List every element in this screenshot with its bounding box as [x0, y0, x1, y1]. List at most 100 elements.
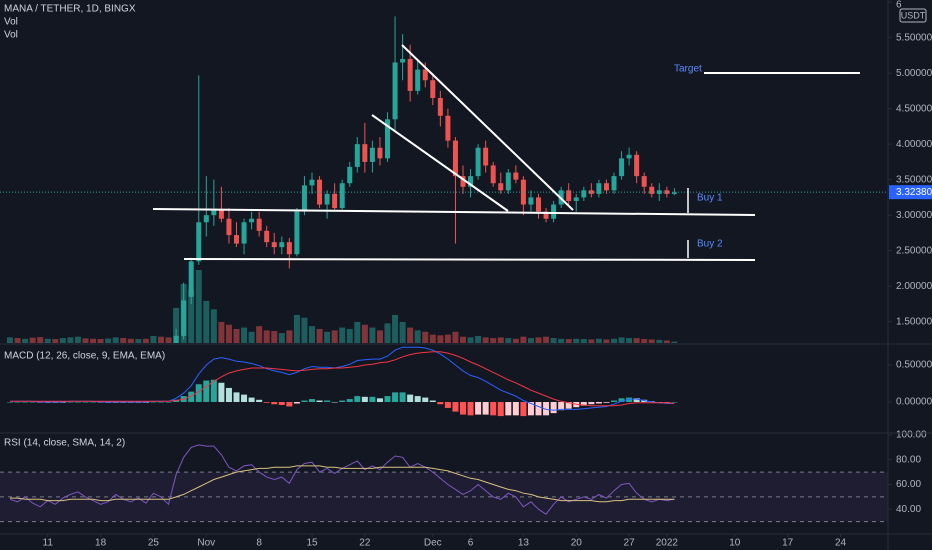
candle-body — [203, 215, 209, 223]
volume-bar — [641, 339, 648, 343]
volume-bar — [482, 337, 489, 343]
volume-bar — [225, 324, 232, 343]
volume-bar — [460, 336, 466, 343]
volume-bar — [7, 337, 13, 343]
candle-body — [460, 176, 466, 187]
candle-body — [392, 62, 398, 120]
candle-body — [656, 190, 662, 194]
histogram-bar — [535, 402, 542, 416]
candle-body — [641, 176, 647, 187]
candle-body — [271, 242, 277, 248]
histogram-bar — [414, 396, 421, 403]
x-tick-label: 2022 — [656, 538, 679, 549]
volume-bar — [256, 326, 263, 343]
candle-body — [543, 211, 549, 219]
volume-bar — [278, 333, 285, 343]
candle-body — [324, 193, 330, 205]
candle-body — [181, 300, 187, 336]
histogram-bar — [271, 402, 278, 405]
rsi-pane — [0, 444, 888, 523]
volume-bar — [271, 331, 278, 343]
volume-bar — [301, 317, 308, 343]
volume-bar — [618, 337, 625, 343]
histogram-bar — [422, 397, 429, 403]
histogram-bar — [444, 402, 451, 408]
candle-body — [385, 119, 390, 159]
volume-bar — [603, 339, 610, 343]
volume-bar — [203, 300, 210, 343]
volume-bar — [399, 321, 406, 343]
histogram-bar — [331, 402, 338, 403]
drawings — [152, 44, 860, 261]
x-tick-label: 24 — [835, 538, 847, 549]
volume-bar — [29, 337, 36, 343]
histogram-bar — [188, 391, 195, 403]
histogram-bar — [467, 402, 474, 416]
histogram-bar — [256, 399, 263, 403]
histogram-bar — [611, 400, 617, 403]
x-tick-label: 11 — [43, 538, 54, 549]
volume-bar — [512, 338, 519, 343]
volume-bar — [422, 331, 429, 343]
x-tick-label: 6 — [468, 538, 474, 549]
volume-bar — [671, 341, 678, 343]
volume-bar — [210, 309, 217, 343]
trend-line — [401, 44, 574, 211]
axes: 3.32380 11 18 25 Nov 8 15 22 Dec 6 13 20 27 2022 10 17 2… — [43, 0, 932, 549]
y-tick-label: 100.00 — [896, 430, 927, 441]
volume-bar — [309, 326, 315, 343]
histogram-bar — [225, 387, 232, 403]
candle-body — [573, 197, 579, 201]
volume-bar — [467, 337, 474, 343]
volume-bar — [158, 336, 164, 343]
histogram-bar — [90, 402, 97, 403]
candle-body — [422, 69, 428, 81]
histogram-bar — [490, 402, 497, 416]
candle-body — [445, 115, 451, 141]
candle-body — [634, 154, 640, 177]
volume-bar — [527, 338, 534, 343]
currency: USDT — [901, 10, 926, 20]
candle-body — [513, 172, 519, 180]
volume-bar — [339, 327, 346, 343]
volume-bar — [44, 338, 51, 343]
volume-bar — [165, 337, 172, 343]
volume-bar — [497, 337, 504, 343]
indicator-title: MACD (12, 26, close, 9, EMA, EMA) — [4, 351, 165, 362]
x-tick-label: 22 — [359, 538, 371, 549]
volume-bar — [105, 338, 112, 343]
histogram-bar — [626, 397, 633, 403]
histogram-bar — [293, 402, 300, 404]
support-line — [183, 258, 756, 261]
volume-bar — [241, 327, 248, 343]
histogram-bar — [460, 402, 466, 415]
volume-bar — [580, 339, 587, 343]
y-tick-label: 2.00000 — [896, 281, 932, 292]
volume-bar — [188, 289, 195, 343]
volume-bar — [135, 339, 142, 343]
histogram-bar — [633, 398, 640, 403]
volume-bar — [595, 338, 602, 343]
candle-body — [173, 335, 179, 343]
candle-body — [362, 144, 368, 162]
candle-body — [505, 172, 511, 191]
y-tick-label: 5.00000 — [896, 68, 932, 79]
histogram-bar — [218, 382, 225, 403]
volume-bar — [376, 330, 383, 343]
volume-bar — [407, 327, 414, 343]
volume-bar — [97, 339, 104, 343]
histogram-bar — [369, 396, 376, 403]
candle-body — [339, 183, 345, 209]
histogram-bar — [429, 400, 436, 403]
volume-bar — [392, 314, 399, 343]
annotation: Buy 2 — [697, 239, 723, 250]
last-price-box — [889, 185, 932, 200]
candle-body — [415, 69, 421, 91]
histogram-bar — [22, 402, 29, 403]
histogram-bar — [527, 402, 534, 416]
candle-body — [369, 147, 375, 162]
macd-line — [10, 346, 675, 411]
x-tick-label: 8 — [256, 538, 262, 549]
